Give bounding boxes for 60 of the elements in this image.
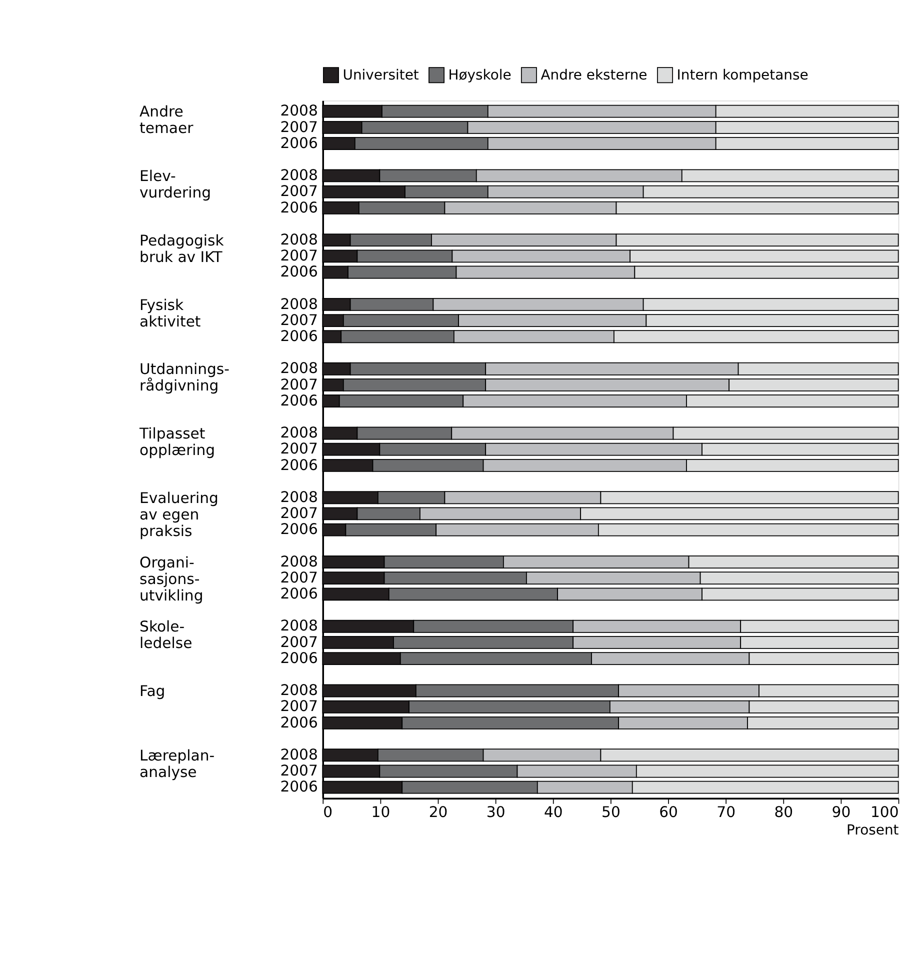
y-tick-label: 2008	[280, 746, 318, 764]
text: Andre temaer	[140, 104, 194, 138]
text: Evaluering av egen praksis	[140, 490, 218, 540]
y-tick-label: 2006	[280, 650, 318, 667]
y-tick-label: 2008	[280, 231, 318, 248]
y-tick-label: 2008	[280, 553, 318, 570]
x-tick-label: 40	[544, 804, 563, 821]
legend-label: Høyskole	[448, 67, 512, 84]
y-tick-label: 2007	[280, 376, 318, 394]
text: Elev- vurdering	[140, 168, 212, 202]
y-tick-label: 2007	[280, 440, 318, 458]
y-tick-label: 2007	[280, 505, 318, 522]
x-axis-title: Prosent	[846, 822, 900, 838]
y-tick-label: 2007	[280, 248, 318, 265]
legend-label: Universitet	[342, 67, 420, 84]
y-tick-label: 2007	[280, 762, 318, 780]
y-tick-label: 2006	[280, 134, 318, 152]
y-tick-label: 2006	[280, 264, 318, 281]
y-tick-label: 2008	[280, 682, 318, 700]
y-tick-label: 2008	[280, 488, 318, 506]
y-tick-label: 2008	[280, 102, 318, 120]
x-tick-label: 60	[659, 804, 678, 821]
text: Fysisk aktivitet	[140, 296, 201, 330]
y-tick-label: 2007	[280, 569, 318, 586]
y-tick-label: 2007	[280, 312, 318, 329]
y-tick-label: 2006	[280, 392, 318, 410]
x-tick-label: 100	[870, 804, 899, 821]
y-tick-label: 2007	[280, 118, 318, 136]
y-tick-label: 2006	[280, 714, 318, 732]
y-tick-label: 2006	[280, 778, 318, 796]
legend-label: Intern kompetanse	[676, 67, 808, 84]
text: Fag	[140, 683, 166, 700]
y-tick-label: 2006	[280, 199, 318, 216]
y-tick-label: 2008	[280, 167, 318, 184]
x-tick-label: 10	[371, 804, 390, 821]
x-tick-label: 0	[323, 804, 333, 821]
x-tick-label: 30	[486, 804, 506, 821]
y-tick-label: 2007	[280, 698, 318, 716]
text: Skole- ledelse	[140, 618, 192, 652]
text: Organi- sasjons- utvikling	[140, 554, 204, 604]
x-tick-label: 50	[602, 804, 620, 821]
y-tick-label: 2008	[280, 360, 318, 378]
x-tick-label: 70	[716, 804, 736, 821]
x-tick-label: 90	[832, 804, 851, 821]
x-tick-label: 80	[774, 804, 794, 821]
text: Tilpasset opplæring	[138, 426, 216, 460]
y-tick-label: 2008	[280, 618, 318, 635]
y-tick-label: 2007	[280, 183, 318, 200]
y-tick-label: 2007	[280, 634, 318, 651]
text: Pedagogisk bruk av IKT	[140, 232, 224, 266]
x-tick-label: 20	[428, 804, 448, 821]
y-tick-label: 2006	[280, 328, 318, 346]
legend-label: Andre eksterne	[540, 67, 648, 84]
y-tick-label: 2008	[280, 296, 318, 313]
y-tick-label: 2006	[280, 456, 318, 474]
y-tick-label: 2006	[280, 521, 318, 538]
text: Utdannings- rådgivning	[140, 361, 230, 395]
y-tick-label: 2006	[280, 586, 318, 603]
text: Læreplan- analyse	[140, 747, 215, 781]
y-tick-label: 2008	[280, 424, 318, 442]
